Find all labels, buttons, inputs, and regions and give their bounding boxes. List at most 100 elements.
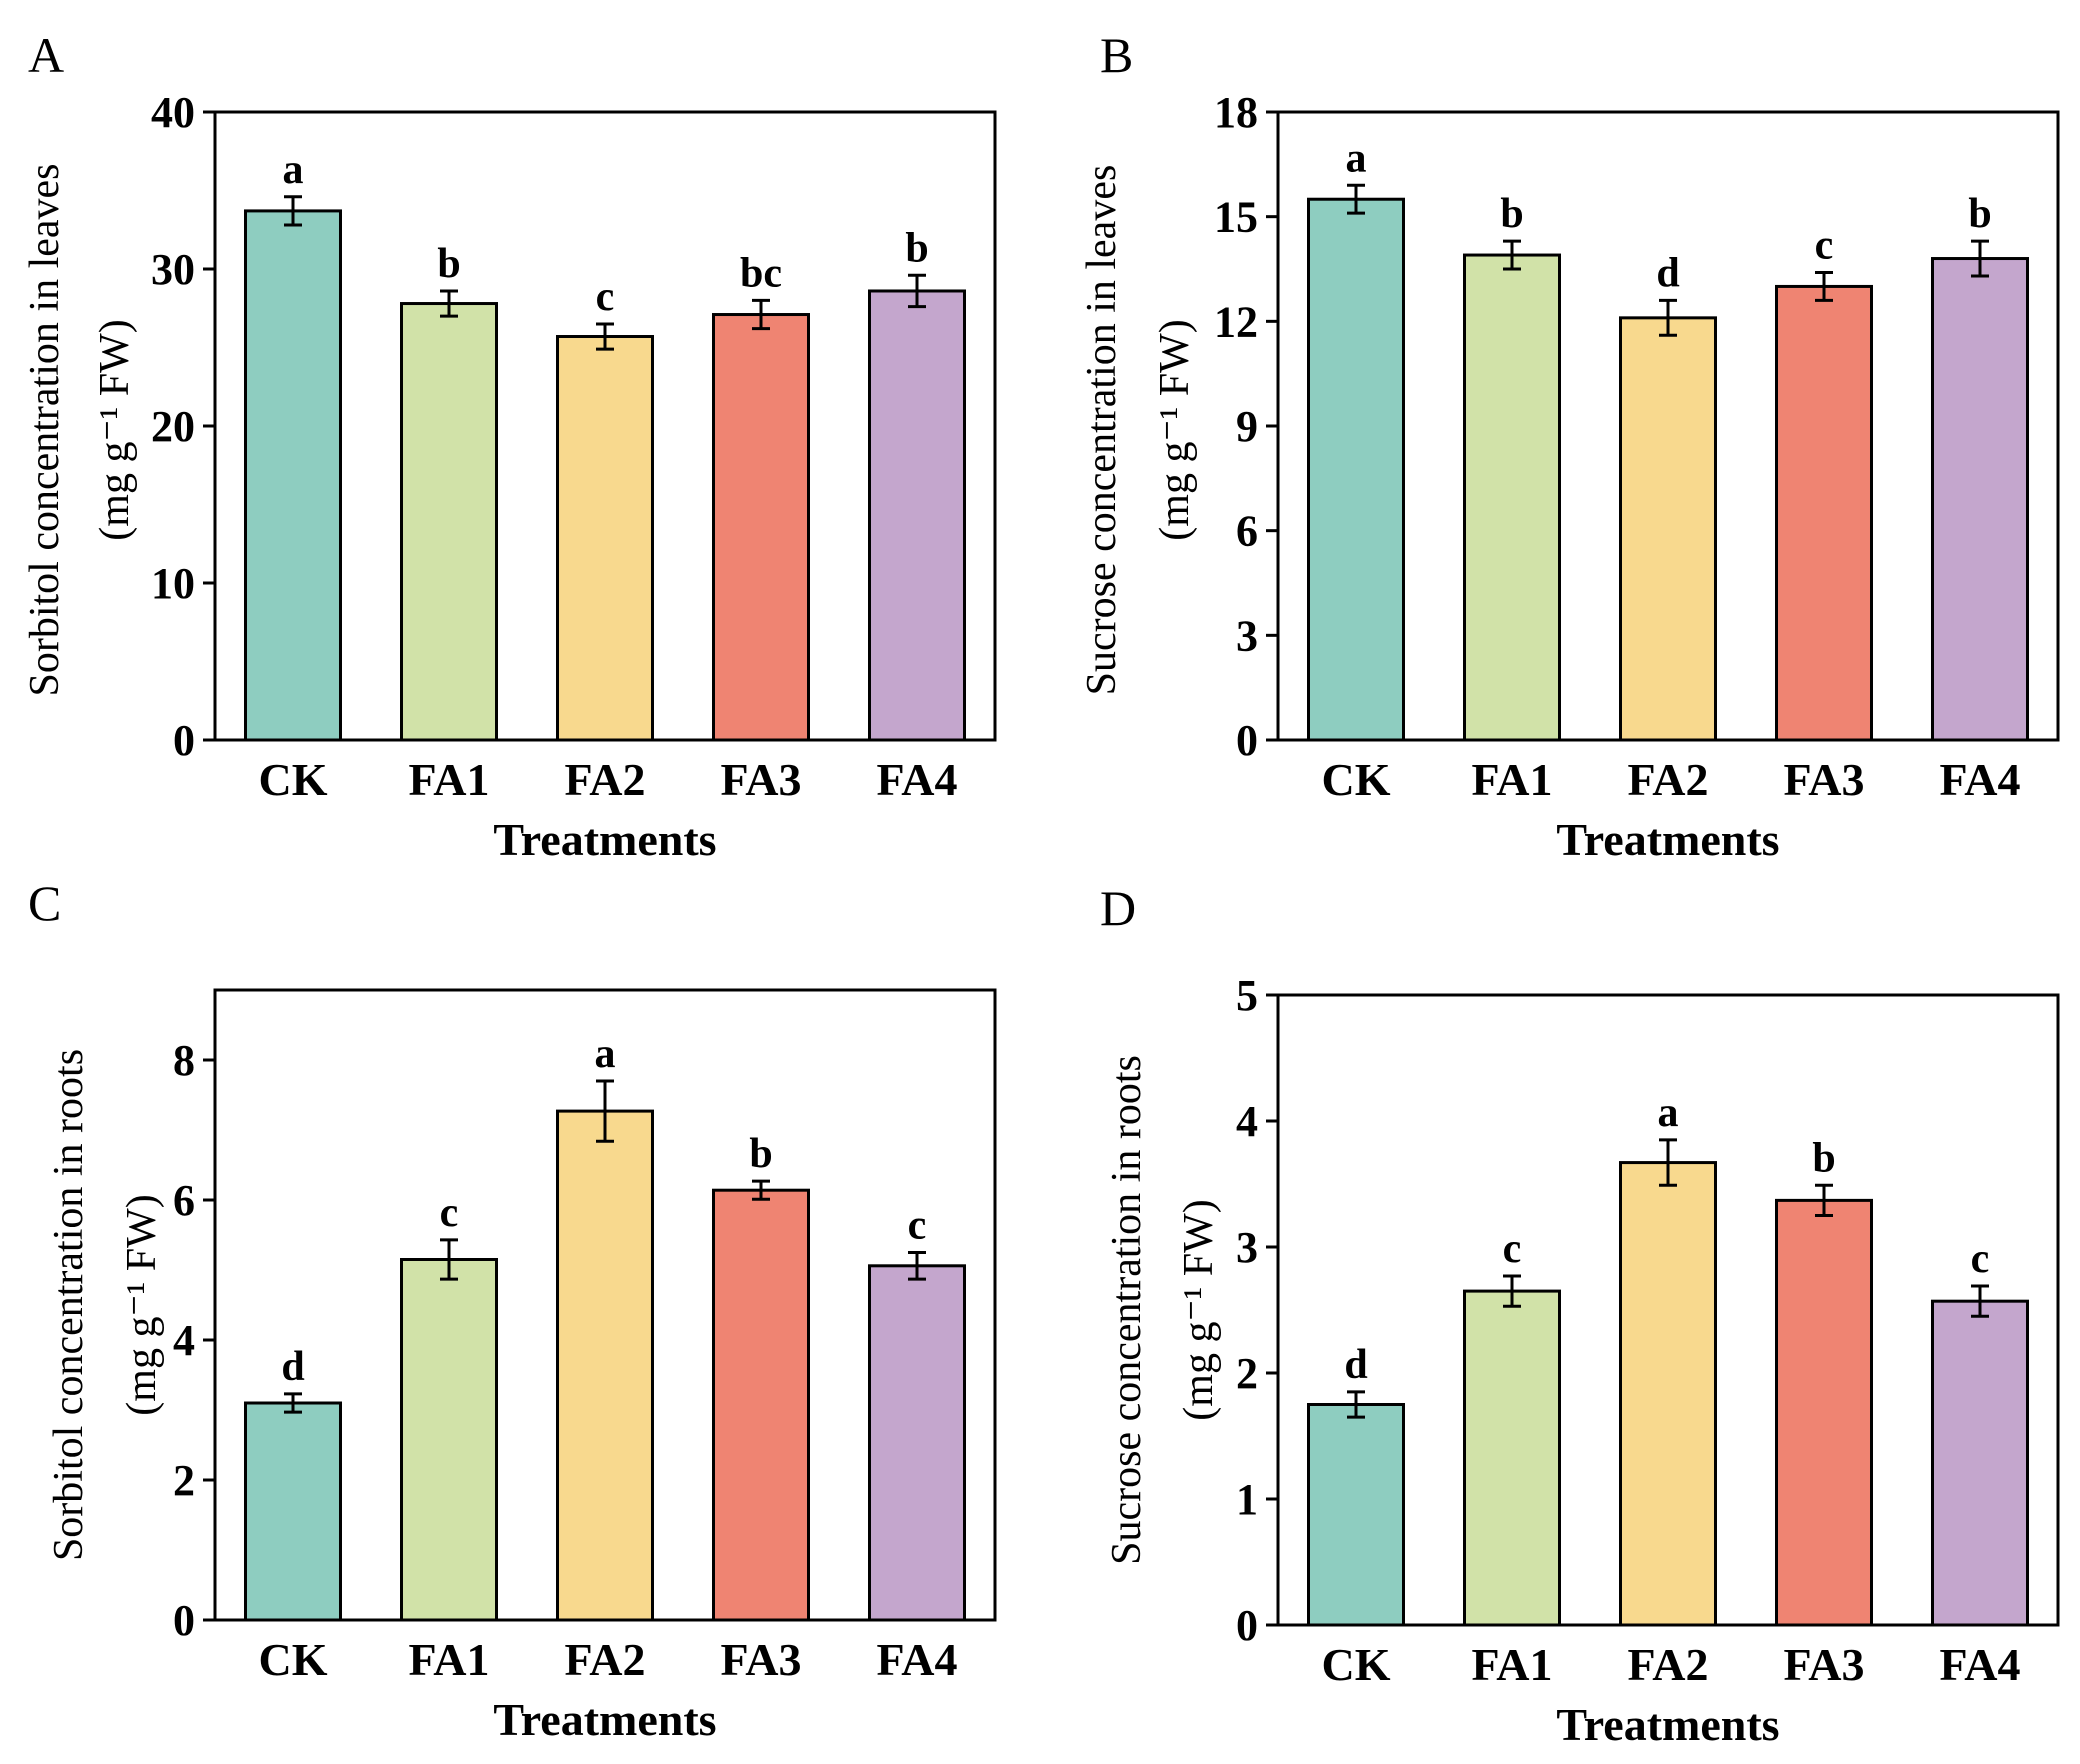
sig-letter-c-ck: d — [281, 1344, 304, 1390]
bar-d-fa4 — [1931, 1299, 2029, 1627]
sig-letter-c-fa1: c — [440, 1190, 459, 1236]
y-tick-label-b-15: 15 — [1214, 193, 1258, 242]
y-tick-label-c-2: 2 — [173, 1456, 195, 1505]
x-tick-label-d-fa4: FA4 — [1940, 1639, 2021, 1690]
bar-c-fa1 — [400, 1258, 498, 1622]
bar-b-ck — [1307, 197, 1405, 742]
x-tick-label-c-fa4: FA4 — [877, 1634, 958, 1685]
x-axis-title-b: Treatments — [1556, 814, 1779, 865]
x-tick-label-c-fa1: FA1 — [409, 1634, 490, 1685]
panel-letter-c: C — [28, 875, 61, 931]
y-axis-title-c: Sorbitol concentration in roots — [46, 1049, 92, 1561]
bar-d-fa1 — [1463, 1289, 1561, 1627]
x-tick-label-a-fa3: FA3 — [721, 754, 802, 805]
bar-c-fa2 — [556, 1109, 654, 1622]
sig-letter-c-fa2: a — [595, 1031, 616, 1077]
x-tick-label-c-fa2: FA2 — [565, 1634, 646, 1685]
y-tick-label-b-6: 6 — [1236, 507, 1258, 556]
x-tick-label-c-fa3: FA3 — [721, 1634, 802, 1685]
y-tick-label-b-12: 12 — [1214, 297, 1258, 346]
y-axis-unit-d: (mg g⁻¹ FW) — [1176, 1199, 1222, 1420]
bar-a-fa4 — [868, 289, 966, 742]
x-tick-label-b-ck: CK — [1322, 754, 1391, 805]
bar-b-fa3 — [1775, 284, 1873, 742]
y-axis-title-d: Sucrose concentration in roots — [1104, 1055, 1150, 1565]
bar-c-ck — [244, 1401, 342, 1622]
bar-d-ck — [1307, 1403, 1405, 1627]
sig-letter-d-fa1: c — [1503, 1226, 1522, 1272]
x-tick-label-a-ck: CK — [259, 754, 328, 805]
sig-letter-b-ck: a — [1346, 135, 1367, 181]
x-tick-label-d-fa2: FA2 — [1628, 1639, 1709, 1690]
sig-letter-b-fa4: b — [1968, 191, 1991, 237]
y-tick-label-b-0: 0 — [1236, 716, 1258, 765]
x-axis-title-a: Treatments — [493, 814, 716, 865]
y-tick-label-a-40: 40 — [151, 88, 195, 137]
bar-c-fa3 — [712, 1188, 810, 1622]
panel-letter-b: B — [1100, 27, 1133, 83]
sig-letter-a-fa4: b — [905, 225, 928, 271]
sig-letter-b-fa3: c — [1815, 222, 1834, 268]
x-axis-title-d: Treatments — [1556, 1699, 1779, 1750]
plot-frame-d — [1276, 993, 2060, 1627]
x-tick-label-c-ck: CK — [259, 1634, 328, 1685]
y-axis-title-a: Sorbitol concentration in leaves — [22, 163, 68, 696]
sig-letter-b-fa2: d — [1656, 250, 1679, 296]
sig-letter-a-fa1: b — [437, 241, 460, 287]
bar-c-fa4 — [868, 1264, 966, 1622]
y-tick-label-c-0: 0 — [173, 1596, 195, 1645]
x-tick-label-a-fa4: FA4 — [877, 754, 958, 805]
bar-a-fa2 — [556, 335, 654, 742]
sig-letter-c-fa3: b — [749, 1131, 772, 1177]
y-tick-label-a-10: 10 — [151, 559, 195, 608]
bar-b-fa4 — [1931, 257, 2029, 742]
y-tick-label-b-18: 18 — [1214, 88, 1258, 137]
bar-a-ck — [244, 209, 342, 742]
sig-letter-d-fa3: b — [1812, 1135, 1835, 1181]
y-tick-label-d-5: 5 — [1236, 971, 1258, 1020]
x-tick-label-b-fa3: FA3 — [1784, 754, 1865, 805]
y-tick-label-c-8: 8 — [173, 1036, 195, 1085]
y-tick-label-d-3: 3 — [1236, 1223, 1258, 1272]
panel-letter-a: A — [28, 27, 64, 83]
x-tick-label-b-fa1: FA1 — [1472, 754, 1553, 805]
bar-a-fa1 — [400, 302, 498, 742]
y-axis-unit-c: (mg g⁻¹ FW) — [119, 1194, 165, 1415]
sig-letter-a-ck: a — [283, 147, 304, 193]
panel-letter-d: D — [1100, 880, 1136, 936]
y-tick-label-d-4: 4 — [1236, 1097, 1258, 1146]
x-axis-title-c: Treatments — [493, 1694, 716, 1745]
y-tick-label-b-9: 9 — [1236, 402, 1258, 451]
sig-letter-d-fa4: c — [1971, 1236, 1990, 1282]
sig-letter-d-fa2: a — [1658, 1090, 1679, 1136]
sig-letter-a-fa2: c — [596, 274, 615, 320]
panel-d: Dd CK c FA1 a FA2 b FA3 c FA4 0 1 2 3 4 5 Sucrose concen… — [1100, 880, 2060, 1750]
bar-d-fa2 — [1619, 1161, 1717, 1627]
sig-letter-d-ck: d — [1344, 1342, 1367, 1388]
x-tick-label-a-fa2: FA2 — [565, 754, 646, 805]
y-tick-label-a-20: 20 — [151, 402, 195, 451]
bar-b-fa2 — [1619, 316, 1717, 742]
y-tick-label-d-1: 1 — [1236, 1475, 1258, 1524]
y-axis-unit-b: (mg g⁻¹ FW) — [1152, 319, 1198, 540]
y-tick-label-d-2: 2 — [1236, 1349, 1258, 1398]
x-tick-label-d-fa3: FA3 — [1784, 1639, 1865, 1690]
sig-letter-c-fa4: c — [908, 1203, 927, 1249]
y-tick-label-c-4: 4 — [173, 1316, 195, 1365]
y-tick-label-a-0: 0 — [173, 716, 195, 765]
y-axis-title-b: Sucrose concentration in leaves — [1079, 165, 1125, 696]
sig-letter-a-fa3: bc — [740, 250, 782, 296]
x-tick-label-b-fa2: FA2 — [1628, 754, 1709, 805]
x-tick-label-d-ck: CK — [1322, 1639, 1391, 1690]
y-tick-label-a-30: 30 — [151, 245, 195, 294]
panel-c: Cd CK c FA1 a FA2 b FA3 c FA4 0 2 4 6 8 Sorbitol concen… — [28, 875, 997, 1745]
sig-letter-b-fa1: b — [1500, 191, 1523, 237]
x-tick-label-d-fa1: FA1 — [1472, 1639, 1553, 1690]
bar-d-fa3 — [1775, 1198, 1873, 1627]
y-tick-label-b-3: 3 — [1236, 611, 1258, 660]
plot-frame-c — [213, 988, 997, 1622]
y-tick-label-c-6: 6 — [173, 1176, 195, 1225]
panel-b: Ba CK b FA1 d FA2 c FA3 b FA4 0 3 6 9 12 15 18 Sucrose co… — [1079, 27, 2060, 865]
panel-a: Aa CK b FA1 c FA2 bc FA3 b FA4 0 10 20 30 40 Sorbitol c… — [22, 27, 997, 865]
